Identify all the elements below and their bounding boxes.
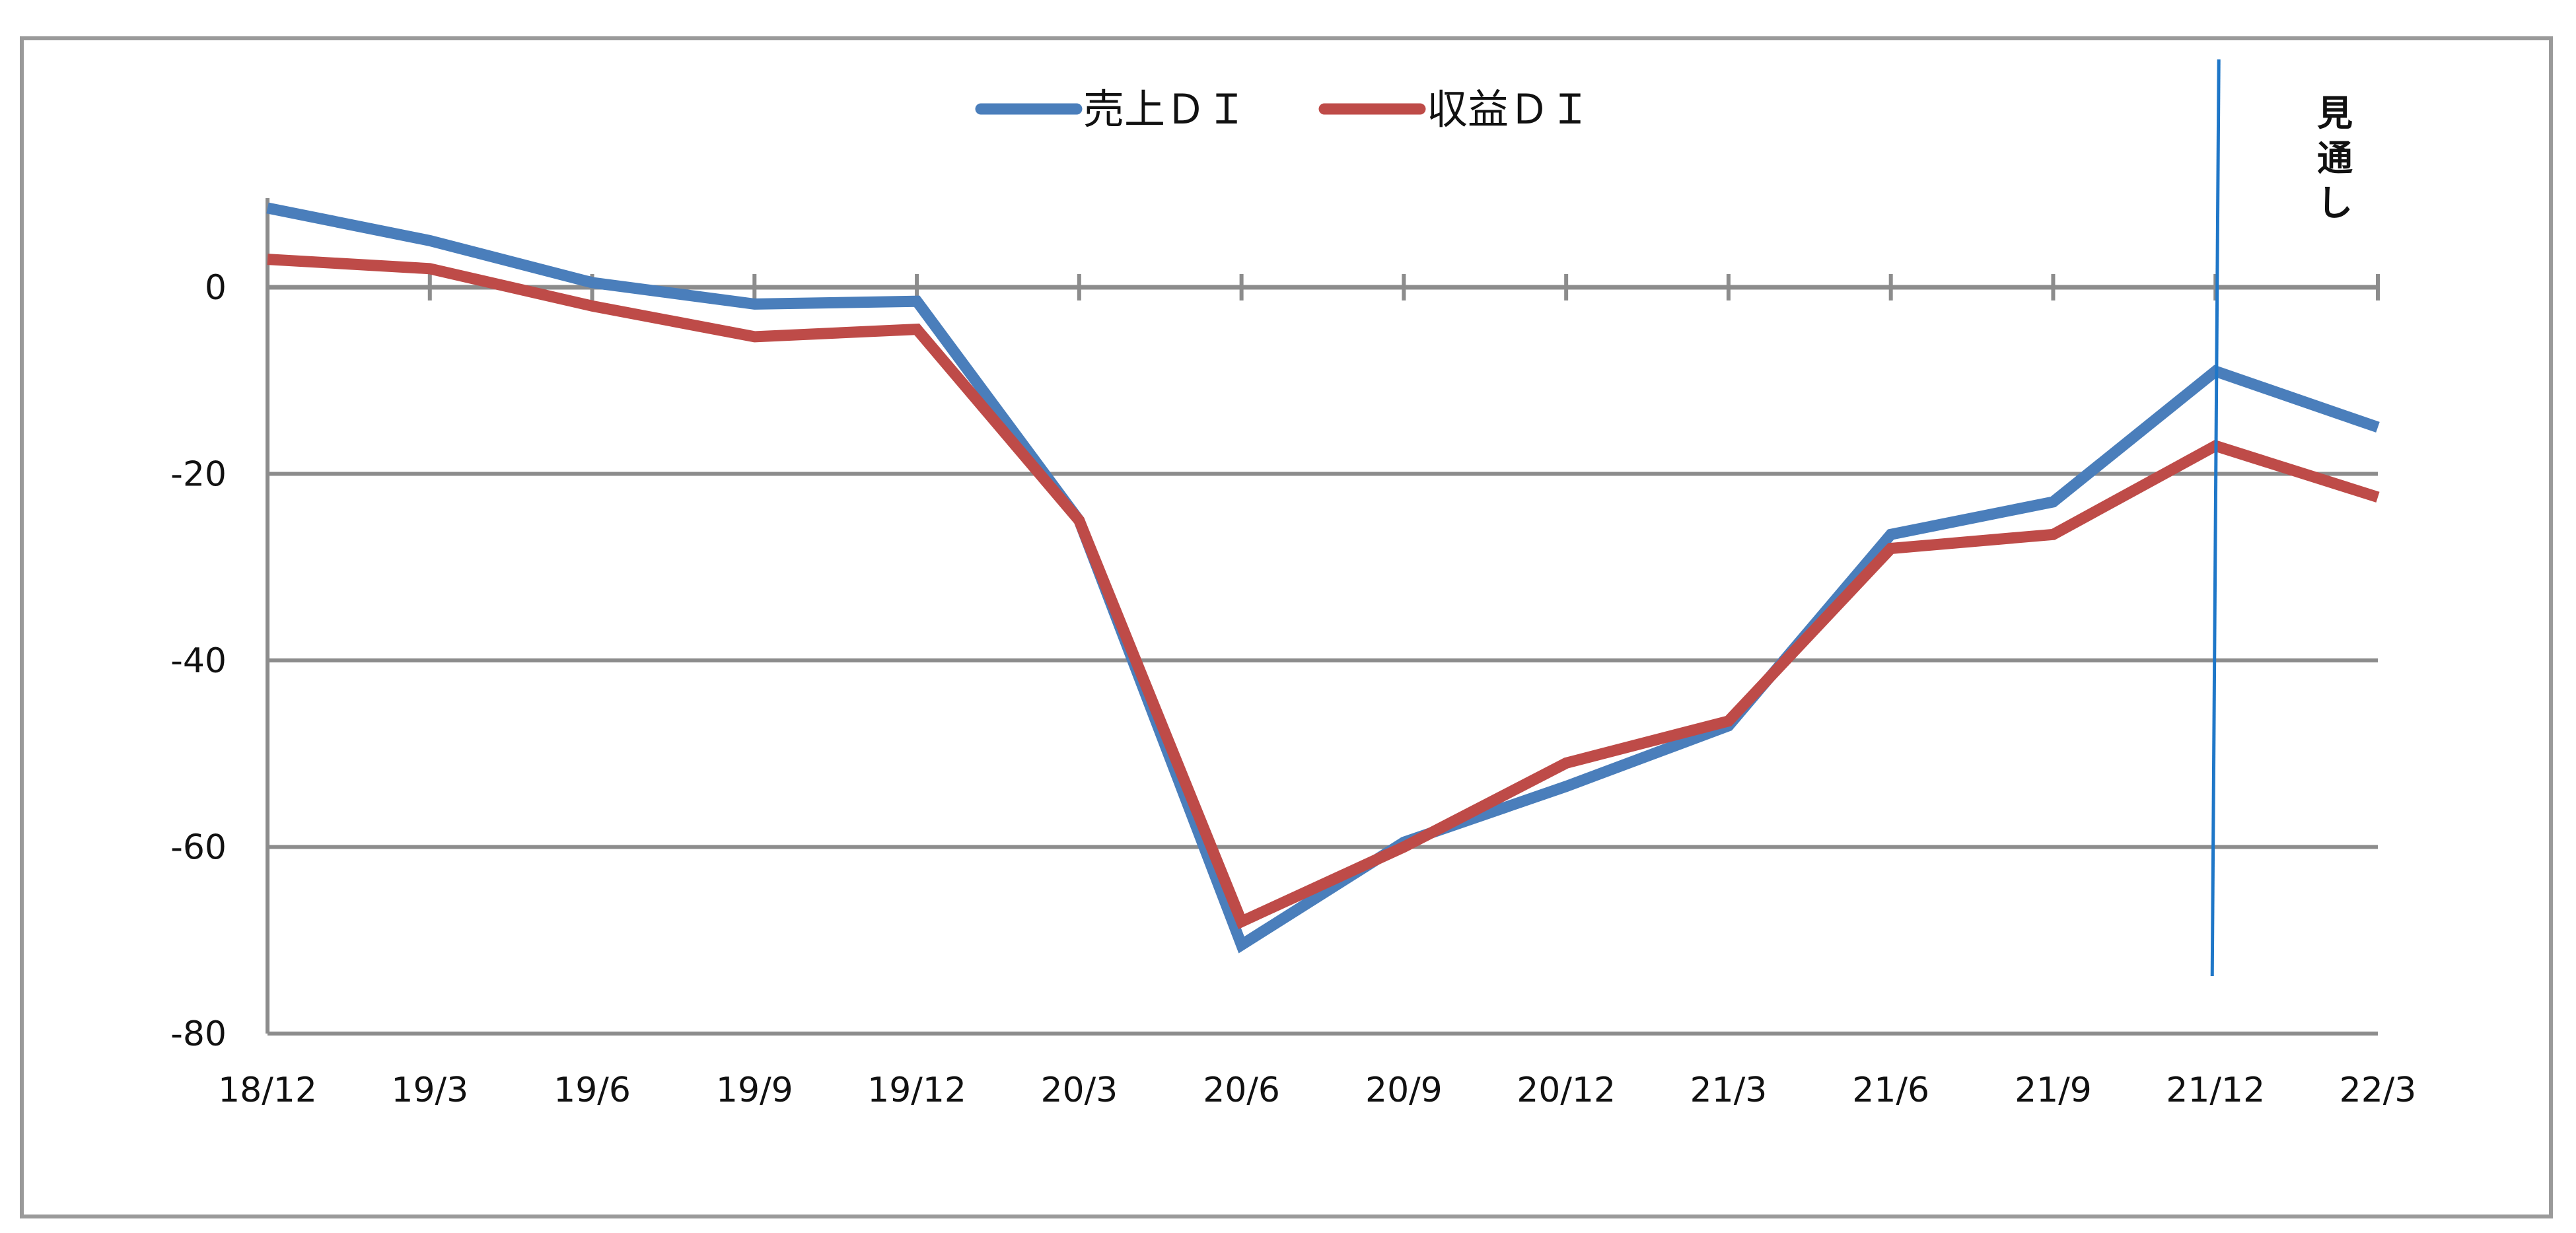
legend-label-1: 売上ＤＩ [1083,85,1247,133]
x-tick-label: 19/9 [716,1071,793,1110]
x-tick-label: 21/9 [2015,1071,2092,1110]
x-tick-label: 20/3 [1040,1071,1118,1110]
forecast-label-char: し [2317,182,2353,224]
forecast-label-char: 見 [2317,92,2353,134]
series-line-2 [267,254,2380,929]
y-axis-tick-labels: 0 -20 -40 -60 -80 [170,268,227,1054]
x-tick-label: 22/3 [2340,1071,2417,1110]
series-line-1 [266,202,2380,954]
x-tick-label: 19/3 [391,1071,468,1110]
y-tick-label: -80 [170,1014,227,1054]
forecast-label-char: 通 [2317,137,2353,179]
legend-label-2: 収益ＤＩ [1427,85,1591,133]
x-tick-label: 21/3 [1690,1071,1768,1110]
x-tick-label: 20/9 [1365,1071,1443,1110]
forecast-divider-line [2210,59,2221,977]
legend: 売上ＤＩ 収益ＤＩ [975,85,1591,133]
x-tick-label: 20/6 [1203,1071,1280,1110]
chart-frame [20,36,2553,1218]
gridlines [268,285,2378,1036]
y-tick-label: -40 [170,641,227,681]
x-tick-label: 21/12 [2166,1071,2265,1110]
series-lines [266,202,2380,954]
x-tick-label: 20/12 [1517,1071,1616,1110]
x-tick-label: 19/12 [867,1071,966,1110]
x-tick-label: 18/12 [218,1071,317,1110]
y-tick-label: -60 [170,828,227,868]
x-tick-label: 21/6 [1852,1071,1929,1110]
x-tick-label: 19/6 [554,1071,631,1110]
forecast-marker: 見通し [2210,59,2353,977]
y-tick-label: -20 [170,455,227,495]
x-axis [266,198,2380,1034]
y-tick-label: 0 [205,268,227,308]
x-axis-tick-labels: 18/12 19/3 19/6 19/9 19/12 20/3 20/6 20/9 20/12 2… [218,1071,2416,1110]
